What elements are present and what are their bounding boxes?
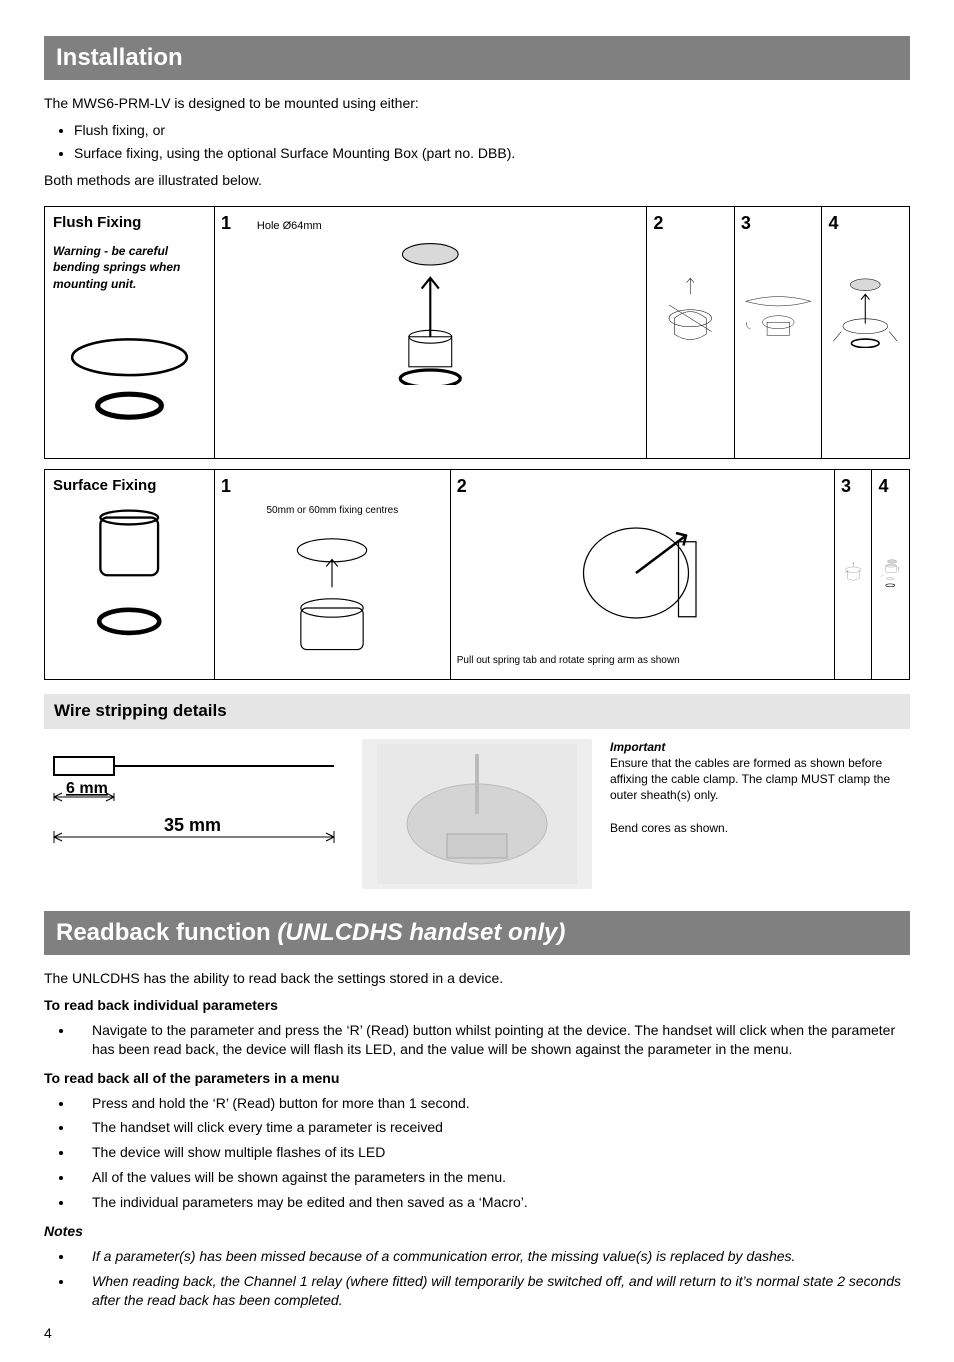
readback-sub1: To read back individual parameters (44, 996, 910, 1015)
diagram-art (221, 518, 444, 668)
installation-both: Both methods are illustrated below. (44, 171, 910, 190)
surface-step-3: 3 (835, 469, 872, 679)
surface-intro-art (53, 506, 206, 656)
surface-step-4: 4 (872, 469, 910, 679)
wire-stripping-heading: Wire stripping details (44, 694, 910, 729)
important-label: Important (610, 739, 910, 755)
dim-35mm: 35 mm (164, 815, 221, 835)
step-number: 4 (828, 213, 838, 233)
flush-left-cell: Flush Fixing Warning - be careful bendin… (45, 206, 215, 458)
diagram-art (457, 498, 828, 648)
section-heading-installation: Installation (44, 36, 910, 80)
step-number: 1 (221, 213, 231, 233)
diagram-art (878, 498, 903, 648)
diagram-art (741, 235, 816, 385)
wire-photo-placeholder (362, 739, 592, 889)
step-number: 4 (878, 476, 888, 496)
notes-list: If a parameter(s) has been missed becaus… (44, 1247, 910, 1310)
fixing-centres-label: 50mm or 60mm fixing centres (221, 504, 444, 518)
bend-cores: Bend cores as shown. (610, 820, 910, 836)
list-item: When reading back, the Channel 1 relay (… (74, 1272, 910, 1310)
wire-important-text: Important Ensure that the cables are for… (610, 739, 910, 836)
list-item: Navigate to the parameter and press the … (74, 1021, 910, 1059)
readback-sub2-list: Press and hold the ‘R’ (Read) button for… (44, 1094, 910, 1212)
list-item: The device will show multiple flashes of… (74, 1143, 910, 1162)
step-number: 2 (653, 213, 663, 233)
wire-dimension-diagram: 6 mm 35 mm (44, 739, 344, 864)
diagram-art (653, 235, 728, 385)
step-number: 3 (841, 476, 851, 496)
list-item: The individual parameters may be edited … (74, 1193, 910, 1212)
diagram-art (221, 235, 640, 385)
flush-step-2: 2 (647, 206, 735, 458)
page-number: 4 (44, 1324, 910, 1343)
flush-step-4: 4 (822, 206, 910, 458)
readback-heading-italic: (UNLCDHS handset only) (277, 919, 565, 946)
list-item: All of the values will be shown against … (74, 1168, 910, 1187)
readback-heading-main: Readback function (56, 919, 277, 946)
list-item: Surface fixing, using the optional Surfa… (74, 144, 910, 163)
readback-intro: The UNLCDHS has the ability to read back… (44, 969, 910, 988)
surface-fixing-table: Surface Fixing 1 50mm or 60mm fixing cen… (44, 469, 910, 680)
readback-sub1-list: Navigate to the parameter and press the … (44, 1021, 910, 1059)
notes-label: Notes (44, 1222, 910, 1241)
surface-step-2: 2 Pull out spring tab and rotate spring … (450, 469, 834, 679)
step-number: 1 (221, 476, 231, 496)
flush-step-3: 3 (734, 206, 822, 458)
hole-label: Hole Ø64mm (257, 220, 322, 232)
diagram-art (828, 235, 903, 385)
important-body: Ensure that the cables are formed as sho… (610, 755, 910, 804)
list-item: The handset will click every time a para… (74, 1118, 910, 1137)
flush-warning: Warning - be careful bending springs whe… (53, 243, 206, 292)
installation-intro: The MWS6-PRM-LV is designed to be mounte… (44, 94, 910, 113)
list-item: Press and hold the ‘R’ (Read) button for… (74, 1094, 910, 1113)
flush-intro-art (53, 302, 206, 452)
surface-left-cell: Surface Fixing (45, 469, 215, 679)
flush-fixing-table: Flush Fixing Warning - be careful bendin… (44, 206, 910, 459)
list-item: If a parameter(s) has been missed becaus… (74, 1247, 910, 1266)
installation-bullets: Flush fixing, or Surface fixing, using t… (44, 121, 910, 163)
flush-title: Flush Fixing (53, 213, 206, 233)
surface-title: Surface Fixing (53, 476, 206, 496)
section-heading-readback: Readback function (UNLCDHS handset only) (44, 911, 910, 955)
surface-step-1: 1 50mm or 60mm fixing centres (215, 469, 451, 679)
diagram-art (841, 498, 865, 648)
readback-sub2: To read back all of the parameters in a … (44, 1069, 910, 1088)
pullout-caption: Pull out spring tab and rotate spring ar… (457, 654, 828, 668)
wire-stripping-row: 6 mm 35 mm Important Ensure that the cab… (44, 739, 910, 889)
step-number: 3 (741, 213, 751, 233)
flush-step-1: 1 Hole Ø64mm (215, 206, 647, 458)
dim-6mm: 6 mm (66, 780, 108, 797)
list-item: Flush fixing, or (74, 121, 910, 140)
step-number: 2 (457, 476, 467, 496)
